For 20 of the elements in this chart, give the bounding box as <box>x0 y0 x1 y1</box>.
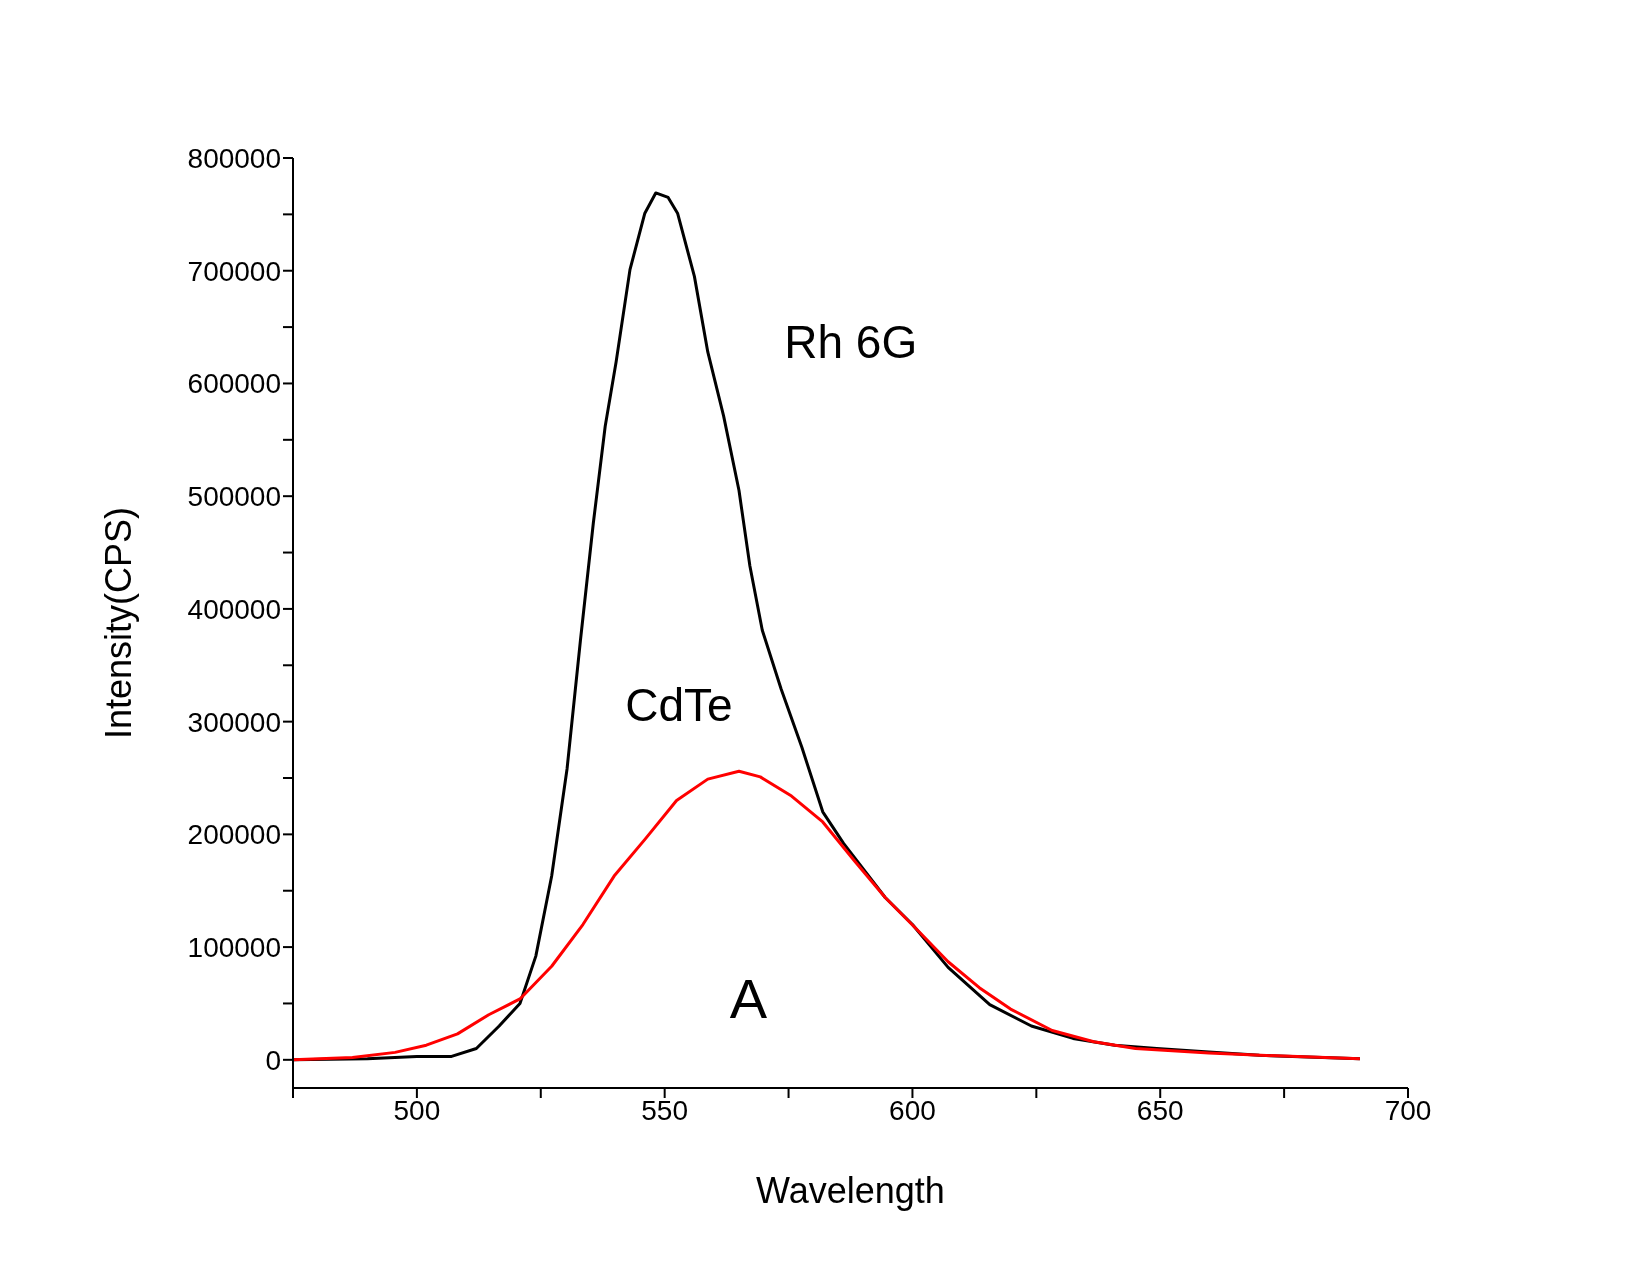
series-label: CdTe <box>625 679 733 732</box>
y-tick-label: 300000 <box>187 706 281 738</box>
line-series <box>293 769 1362 1062</box>
y-tick-label: 700000 <box>187 255 281 287</box>
y-tick-label: 800000 <box>187 142 281 174</box>
y-tick-label: 200000 <box>187 819 281 851</box>
y-tick-label: 400000 <box>187 593 281 625</box>
y-tick-label: 600000 <box>187 368 281 400</box>
y-tick-label: 500000 <box>187 481 281 513</box>
y-axis-title: Intensity(CPS) <box>97 506 139 740</box>
x-axis-title: Wavelength <box>756 1170 945 1211</box>
x-tick-label: 700 <box>1384 1094 1432 1126</box>
series-label: Rh 6G <box>784 315 918 368</box>
annotation: A <box>729 967 768 1030</box>
x-tick-label: 550 <box>641 1094 689 1126</box>
y-tick-label: 100000 <box>187 932 281 964</box>
x-tick-label: 650 <box>1136 1094 1184 1126</box>
x-tick-label: 600 <box>889 1094 936 1126</box>
y-tick-label: 0 <box>265 1044 281 1076</box>
x-tick-label: 500 <box>393 1094 441 1126</box>
